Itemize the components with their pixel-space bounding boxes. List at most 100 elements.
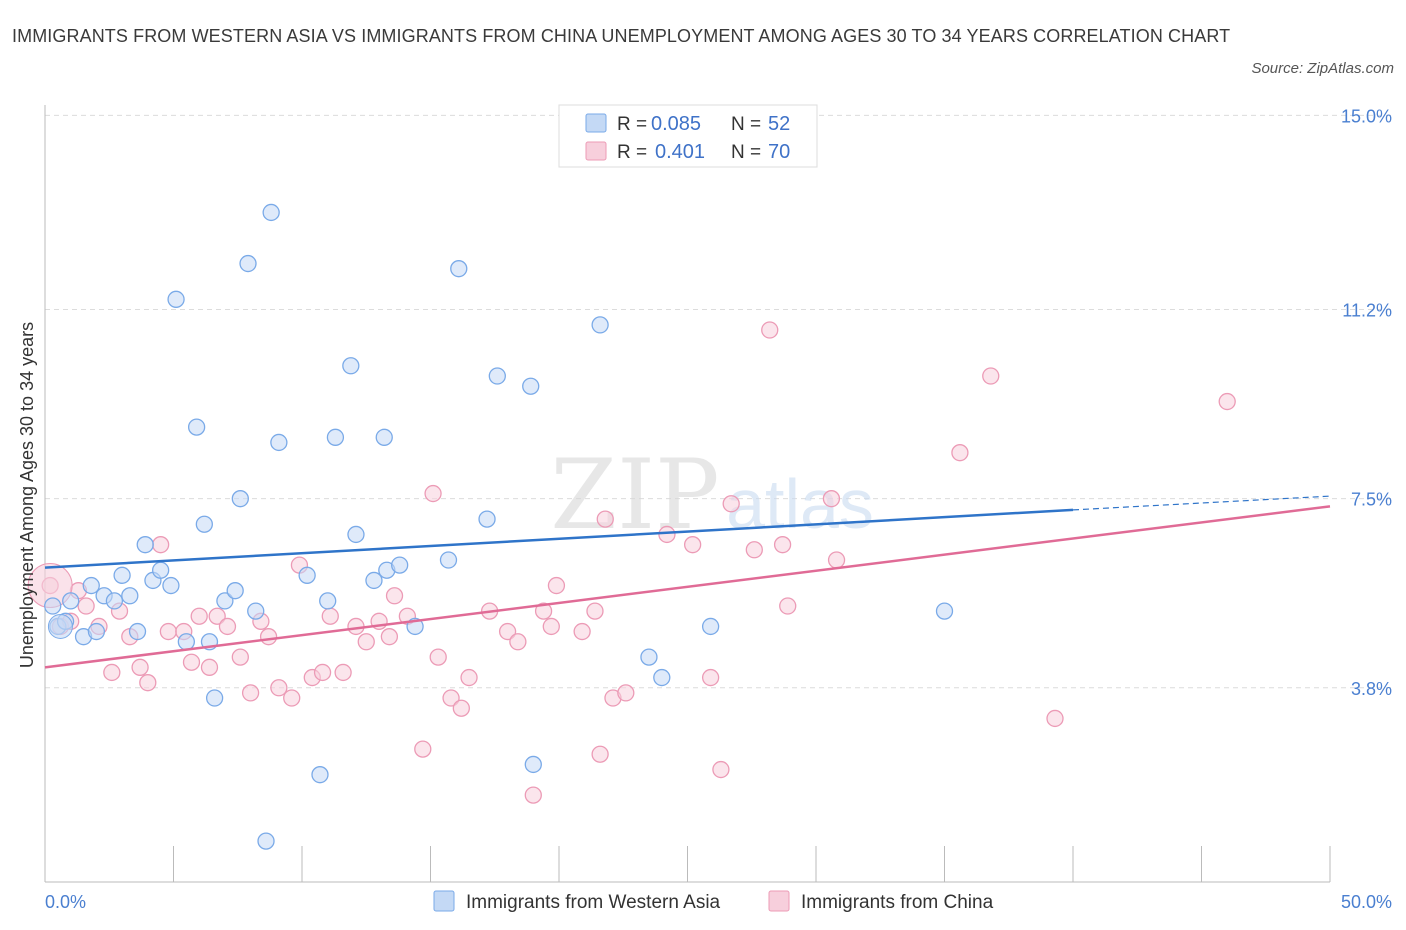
- legend-n-label-blue: N =: [731, 114, 761, 135]
- china-point: [509, 633, 527, 651]
- china-point: [452, 699, 470, 717]
- china-point: [779, 597, 797, 615]
- x-tick-label-min: 0.0%: [45, 892, 86, 912]
- western-asia-point: [239, 254, 257, 273]
- china-point: [1046, 709, 1064, 728]
- western-asia-point: [216, 592, 234, 610]
- series-western-asia-points: [44, 203, 954, 850]
- western-asia-point: [262, 203, 280, 222]
- western-asia-point: [640, 648, 658, 666]
- western-asia-point: [62, 592, 80, 610]
- china-point: [745, 541, 763, 559]
- y-tick-label: 11.2%: [1342, 301, 1392, 321]
- western-asia-point: [488, 367, 506, 385]
- china-point: [231, 648, 249, 666]
- bottom-legend: Immigrants from Western Asia Immigrants …: [433, 890, 994, 913]
- chart-source: Source: ZipAtlas.com: [1251, 60, 1394, 77]
- trend-line-western-asia: [44, 508, 1074, 569]
- china-point: [190, 607, 208, 625]
- western-asia-point: [44, 597, 62, 615]
- china-point: [542, 617, 560, 636]
- china-point: [208, 607, 226, 625]
- china-point: [596, 510, 614, 528]
- western-asia-point: [365, 571, 383, 590]
- china-point: [259, 628, 278, 646]
- western-asia-point: [439, 551, 458, 569]
- grid-lines: [45, 114, 1392, 689]
- trend-line-western-asia-extension: [1072, 495, 1331, 511]
- western-asia-point: [478, 510, 496, 528]
- legend-swatch-blue: [585, 113, 607, 133]
- western-asia-point: [205, 689, 224, 707]
- y-axis-label: Unemployment Among Ages 30 to 34 years: [17, 322, 37, 668]
- china-point: [313, 663, 332, 682]
- western-asia-point: [121, 587, 139, 605]
- trend-line-china: [44, 505, 1331, 669]
- western-asia-point: [226, 582, 244, 600]
- china-point: [822, 490, 841, 508]
- china-point: [380, 628, 399, 646]
- western-asia-point: [591, 316, 609, 334]
- x-tick-label-max: 50.0%: [1341, 892, 1392, 912]
- western-asia-point: [151, 561, 170, 579]
- western-asia-point: [326, 428, 345, 446]
- western-asia-point: [935, 602, 954, 620]
- western-asia-point: [524, 755, 542, 774]
- western-asia-point: [87, 622, 106, 641]
- western-asia-point: [450, 260, 468, 278]
- china-point: [591, 745, 609, 763]
- western-asia-point: [128, 622, 147, 641]
- legend-n-value-pink: 70: [768, 141, 790, 163]
- china-point: [218, 617, 237, 636]
- china-point: [827, 551, 846, 569]
- western-asia-point: [522, 377, 540, 395]
- china-point: [701, 668, 720, 687]
- china-point: [761, 321, 779, 339]
- china-point: [357, 633, 375, 651]
- y-tick-label: 15.0%: [1341, 106, 1392, 126]
- china-point: [414, 740, 432, 758]
- legend-n-label-pink: N =: [731, 142, 761, 163]
- western-asia-point: [167, 290, 185, 308]
- china-point: [498, 622, 517, 641]
- series-china-points: [27, 321, 1236, 804]
- bottom-legend-label-blue: Immigrants from Western Asia: [466, 892, 721, 913]
- western-asia-point: [270, 433, 288, 452]
- china-point: [617, 684, 635, 702]
- western-asia-point: [82, 576, 100, 595]
- legend-r-value-blue: 0.085: [651, 113, 701, 135]
- china-point: [334, 663, 352, 682]
- china-point: [524, 786, 542, 804]
- china-point: [573, 622, 591, 641]
- watermark-atlas: atlas: [726, 465, 874, 543]
- western-asia-point: [113, 566, 131, 584]
- western-asia-point: [257, 832, 275, 850]
- top-legend: R = 0.085 N = 52 R = 0.401 N = 70: [558, 104, 818, 168]
- western-asia-point: [247, 602, 265, 620]
- china-point: [321, 607, 339, 625]
- china-point: [1218, 392, 1236, 411]
- legend-n-value-blue: 52: [768, 113, 790, 135]
- western-asia-point: [311, 766, 329, 784]
- western-asia-point: [701, 617, 720, 636]
- chart-title: IMMIGRANTS FROM WESTERN ASIA VS IMMIGRAN…: [12, 26, 1231, 46]
- china-point: [429, 648, 447, 666]
- china-point: [424, 484, 442, 503]
- western-asia-point: [177, 633, 196, 651]
- western-asia-point: [375, 428, 393, 446]
- china-point: [182, 653, 201, 671]
- y-tick-label: 7.5%: [1351, 490, 1392, 510]
- y-tick-labels: 3.8% 7.5% 11.2% 15.0%: [1341, 106, 1392, 698]
- china-point: [139, 674, 157, 692]
- china-point: [385, 587, 404, 605]
- trend-lines: [44, 495, 1331, 669]
- china-point: [586, 602, 604, 620]
- china-point: [159, 622, 178, 641]
- china-point: [658, 525, 676, 544]
- western-asia-point: [653, 668, 671, 687]
- western-asia-point: [391, 556, 409, 574]
- axes: [44, 105, 1331, 883]
- china-point: [547, 576, 566, 595]
- china-point: [241, 684, 260, 702]
